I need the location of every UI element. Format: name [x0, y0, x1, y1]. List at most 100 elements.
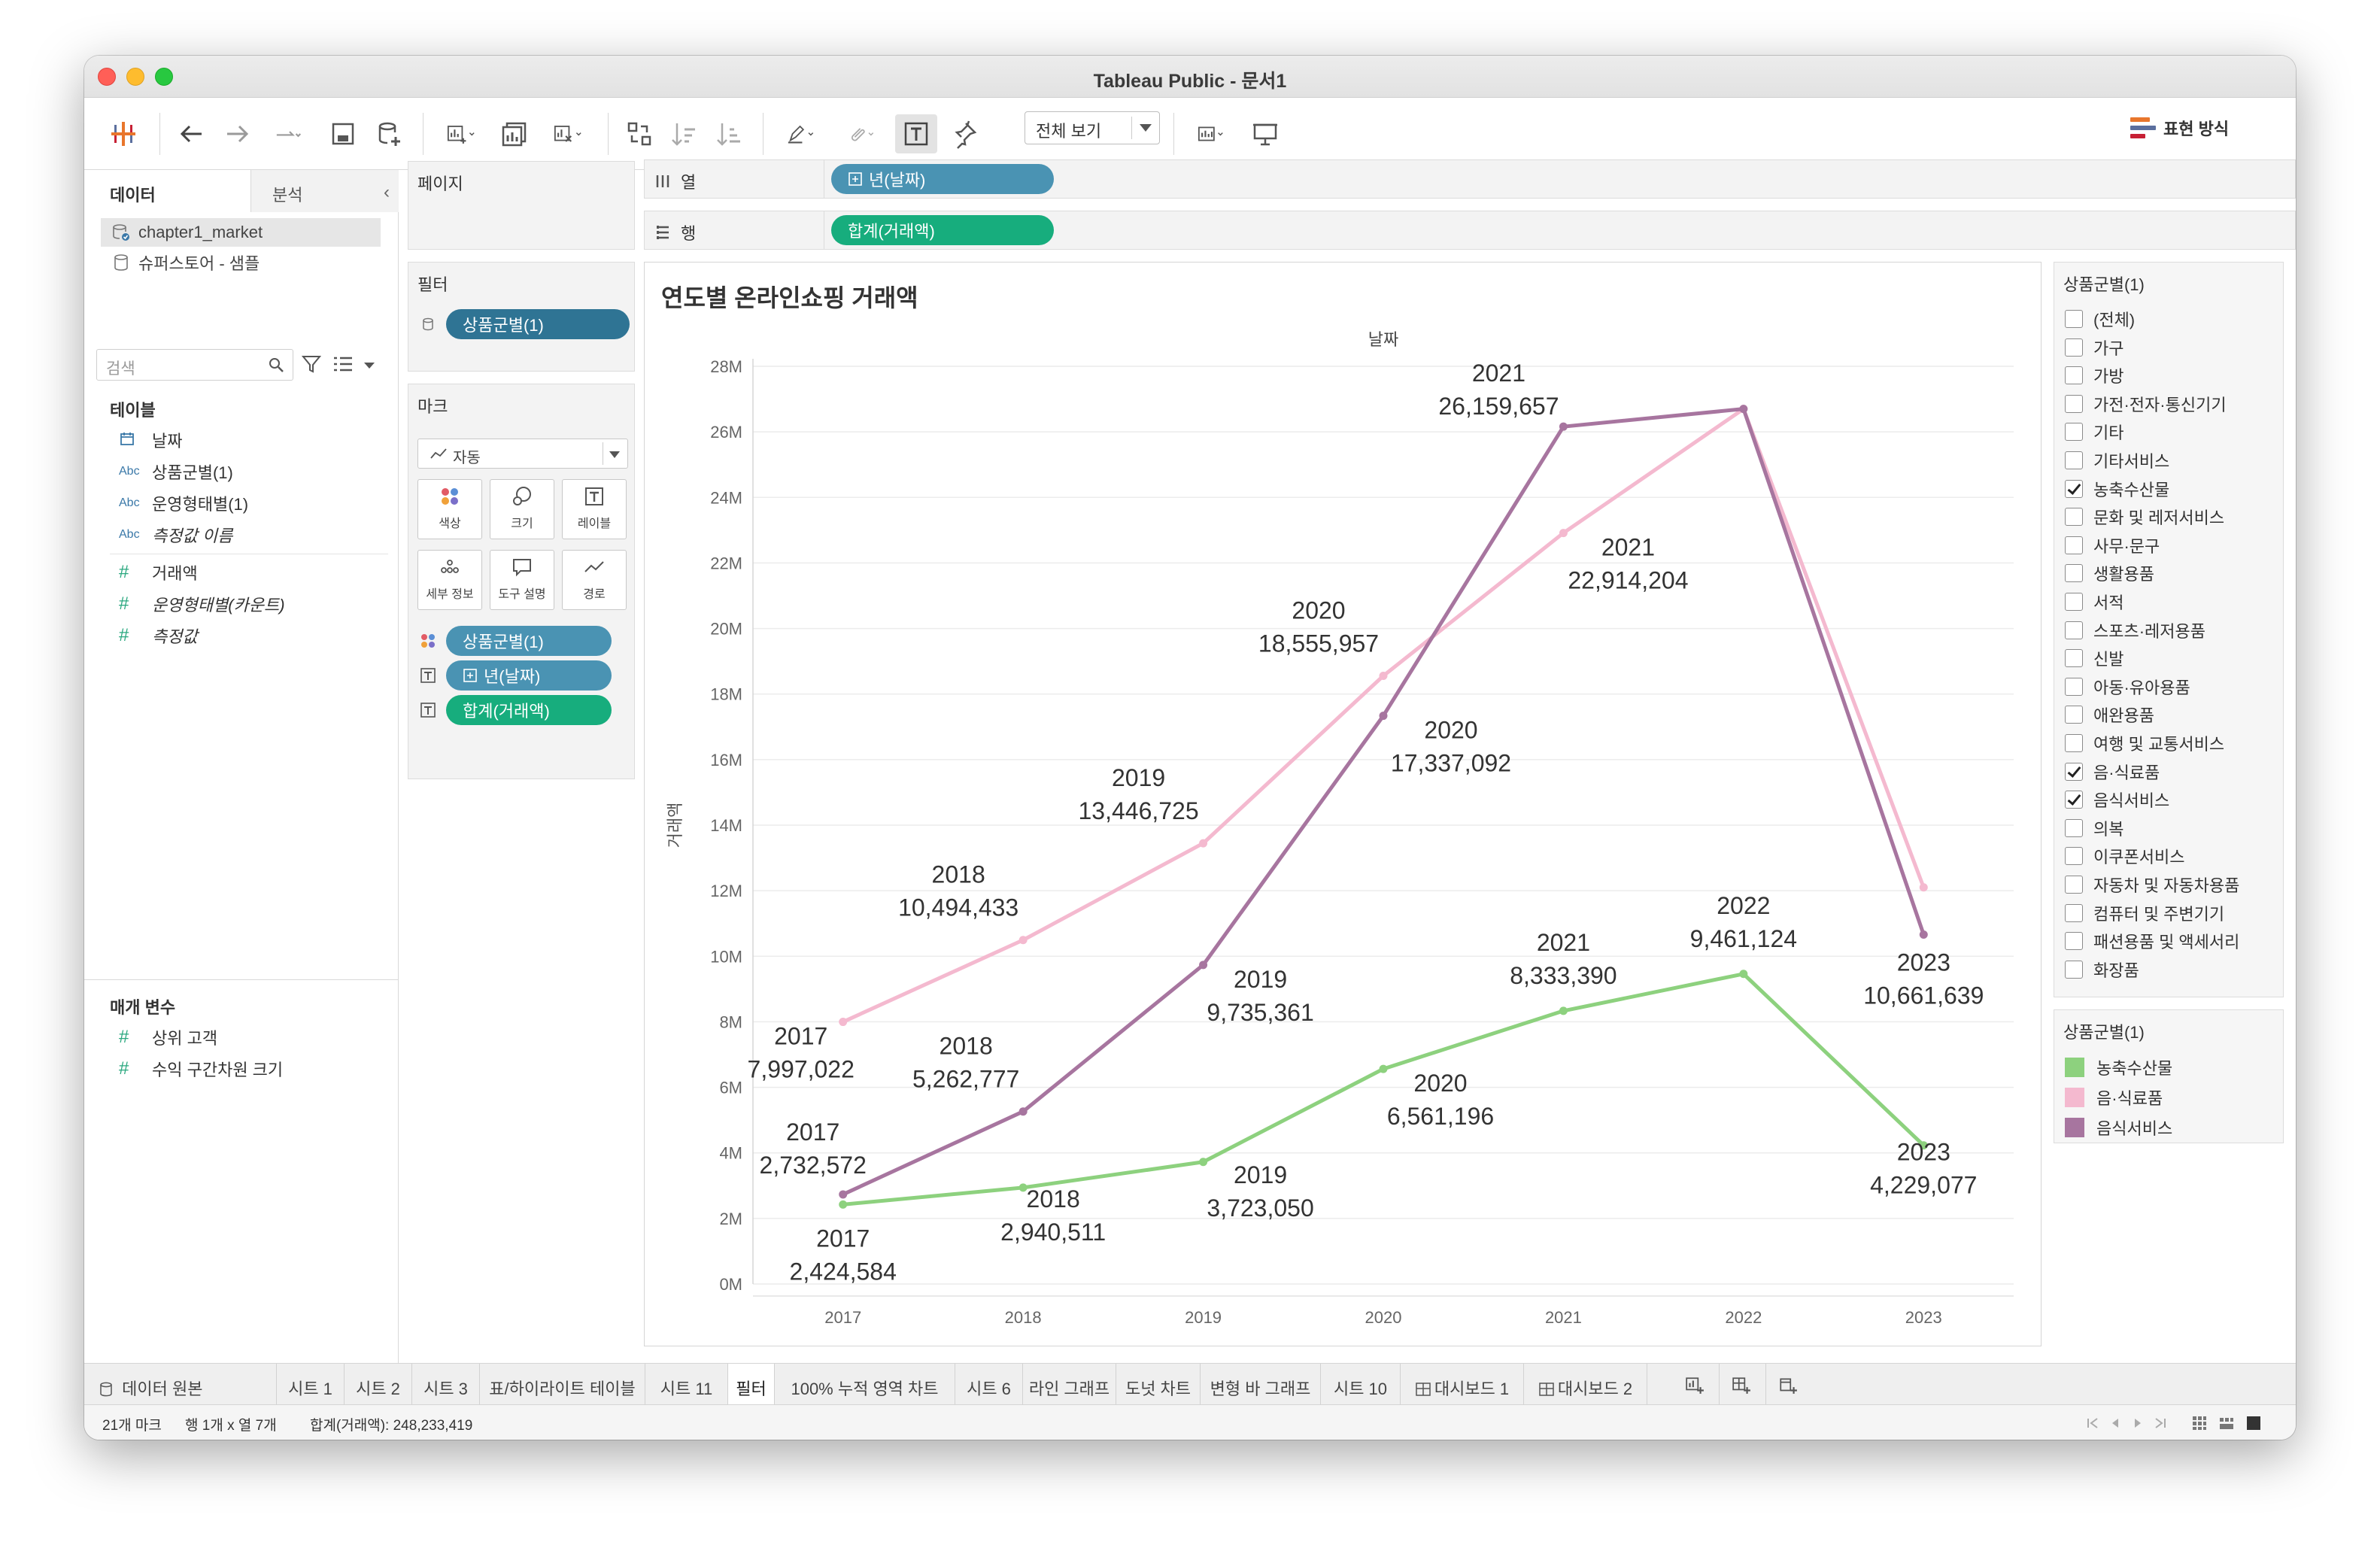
data-point[interactable]: [1018, 936, 1028, 945]
presentation-mode-icon[interactable]: [1246, 114, 1285, 153]
data-point[interactable]: [1018, 1107, 1028, 1116]
viz-card[interactable]: 연도별 온라인쇼핑 거래액 날짜 0M 2M 4M 6M 8M 10M 12M 14M 16M 18…: [644, 262, 2042, 1346]
zoom-window-button[interactable]: [155, 68, 173, 86]
checkbox-icon[interactable]: [2065, 734, 2083, 752]
filter-item[interactable]: 기타서비스: [2065, 446, 2169, 475]
sheet-tab[interactable]: 시트 10: [1321, 1364, 1401, 1404]
last-page-icon[interactable]: [2153, 1416, 2168, 1431]
duplicate-sheet-icon[interactable]: [495, 114, 534, 153]
legend-item[interactable]: 음식서비스: [2065, 1112, 2172, 1143]
filter-item[interactable]: 이쿠폰서비스: [2065, 842, 2184, 870]
sort-descending-icon[interactable]: [710, 114, 749, 153]
sheet-tab[interactable]: 시트 11: [645, 1364, 728, 1404]
checkbox-icon[interactable]: [2065, 960, 2083, 979]
checkbox-icon[interactable]: [2065, 338, 2083, 357]
filter-item[interactable]: 아동·유아용품: [2065, 672, 2190, 701]
data-point[interactable]: [1559, 1006, 1568, 1015]
legend-item[interactable]: 음·식료품: [2065, 1082, 2163, 1112]
checkbox-icon[interactable]: [2065, 903, 2083, 922]
sheet-tab[interactable]: 대시보드 1: [1401, 1364, 1524, 1404]
checkbox-icon[interactable]: [2065, 423, 2083, 442]
marks-shelf-color[interactable]: 상품군별(1): [416, 625, 627, 657]
checkbox-checked-icon[interactable]: [2065, 479, 2083, 498]
data-point[interactable]: [1919, 930, 1928, 939]
checkbox-icon[interactable]: [2065, 536, 2083, 554]
data-point[interactable]: [1559, 529, 1568, 538]
tab-data[interactable]: 데이터: [84, 170, 251, 212]
mark-type-select[interactable]: 자동: [417, 439, 628, 469]
data-point[interactable]: [1199, 839, 1208, 848]
line-chart[interactable]: 날짜 0M 2M 4M 6M 8M 10M 12M 14M 16M 18M 20M 22M 24M 26M 2…: [645, 263, 2042, 1347]
new-datasource-icon[interactable]: [370, 114, 409, 153]
data-point[interactable]: [839, 1018, 848, 1027]
data-point[interactable]: [1379, 712, 1388, 721]
group-paperclip-icon[interactable]: [835, 114, 888, 153]
marks-path-button[interactable]: 경로: [562, 550, 627, 610]
replay-icon[interactable]: [263, 114, 316, 153]
mark-pill-sum[interactable]: 합계(거래액): [446, 695, 612, 725]
legend-item[interactable]: 농축수산물: [2065, 1052, 2172, 1082]
mark-pill-year[interactable]: 년(날짜): [446, 660, 612, 691]
data-point[interactable]: [839, 1200, 848, 1209]
filter-item[interactable]: 사무·문구: [2065, 531, 2160, 560]
sheet-tab[interactable]: 시트 6: [955, 1364, 1023, 1404]
marks-shelf-label-sum[interactable]: 합계(거래액): [416, 694, 627, 726]
collapse-pane-icon[interactable]: ‹: [384, 182, 390, 202]
data-point[interactable]: [1199, 961, 1208, 970]
columns-shelf[interactable]: 열 년(날짜): [644, 159, 2296, 199]
checkbox-icon[interactable]: [2065, 451, 2083, 469]
tab-analysis[interactable]: 분석 ‹: [251, 170, 399, 212]
filmstrip-icon[interactable]: [2219, 1416, 2234, 1431]
data-point[interactable]: [1379, 1064, 1388, 1073]
sheet-tab[interactable]: 대시보드 2: [1524, 1364, 1647, 1404]
field-category[interactable]: Abc 상품군별(1): [119, 459, 233, 484]
sheet-tab[interactable]: 라인 그래프: [1023, 1364, 1116, 1404]
data-point[interactable]: [1018, 1183, 1028, 1192]
rows-pill-sum[interactable]: 합계(거래액): [831, 215, 1054, 245]
filter-item[interactable]: 서적: [2065, 587, 2123, 616]
filter-item[interactable]: 신발: [2065, 644, 2123, 672]
show-mark-labels-icon[interactable]: [895, 114, 937, 153]
checkbox-icon[interactable]: [2065, 818, 2083, 837]
filter-item[interactable]: 화장품: [2065, 955, 2139, 984]
checkbox-icon[interactable]: [2065, 876, 2083, 894]
columns-pill-year[interactable]: 년(날짜): [831, 164, 1054, 194]
sheet-tab[interactable]: 표/하이라이트 테이블: [480, 1364, 645, 1404]
param-top-customers[interactable]: # 상위 고객: [119, 1024, 217, 1050]
show-me-button[interactable]: 표현 방식: [2130, 113, 2229, 143]
data-point[interactable]: [1919, 1141, 1928, 1150]
filter-item[interactable]: 여행 및 교통서비스: [2065, 729, 2224, 757]
checkbox-icon[interactable]: [2065, 310, 2083, 328]
checkbox-icon[interactable]: [2065, 706, 2083, 724]
data-point[interactable]: [1199, 1158, 1208, 1167]
data-point[interactable]: [1739, 405, 1748, 414]
checkbox-icon[interactable]: [2065, 394, 2083, 413]
field-measure-values[interactable]: # 측정값: [119, 623, 198, 648]
redo-arrow-icon[interactable]: [218, 114, 257, 153]
tab-view-icon[interactable]: [2246, 1416, 2261, 1431]
field-transaction-amount[interactable]: # 거래액: [119, 560, 198, 585]
filter-item[interactable]: 기타: [2065, 417, 2123, 446]
field-operation-count[interactable]: # 운영형태별(카운트): [119, 591, 285, 617]
sheet-sorter-icon[interactable]: [2192, 1416, 2207, 1431]
new-dashboard-tab-icon[interactable]: [1720, 1364, 1766, 1404]
tableau-logo-icon[interactable]: [104, 114, 143, 153]
close-window-button[interactable]: [98, 68, 116, 86]
checkbox-icon[interactable]: [2065, 564, 2083, 583]
filters-card[interactable]: 필터 상품군별(1): [408, 262, 635, 372]
param-profit-bin-size[interactable]: # 수익 구간차원 크기: [119, 1056, 283, 1082]
show-cards-icon[interactable]: [1185, 114, 1238, 153]
marks-label-button[interactable]: 레이블: [562, 479, 627, 539]
data-point[interactable]: [1379, 671, 1388, 680]
sheet-tab[interactable]: 시트 1: [277, 1364, 345, 1404]
prev-page-icon[interactable]: [2108, 1416, 2123, 1431]
next-page-icon[interactable]: [2130, 1416, 2145, 1431]
data-point[interactable]: [1559, 422, 1568, 431]
field-measure-names[interactable]: Abc 측정값 이름: [119, 522, 232, 548]
tab-datasource[interactable]: 데이터 원본: [84, 1364, 277, 1404]
marks-detail-button[interactable]: 세부 정보: [417, 550, 482, 610]
checkbox-icon[interactable]: [2065, 508, 2083, 527]
filter-item[interactable]: 가전·전자·통신기기: [2065, 390, 2227, 418]
minimize-window-button[interactable]: [126, 68, 144, 86]
swap-rows-columns-icon[interactable]: [620, 114, 659, 153]
